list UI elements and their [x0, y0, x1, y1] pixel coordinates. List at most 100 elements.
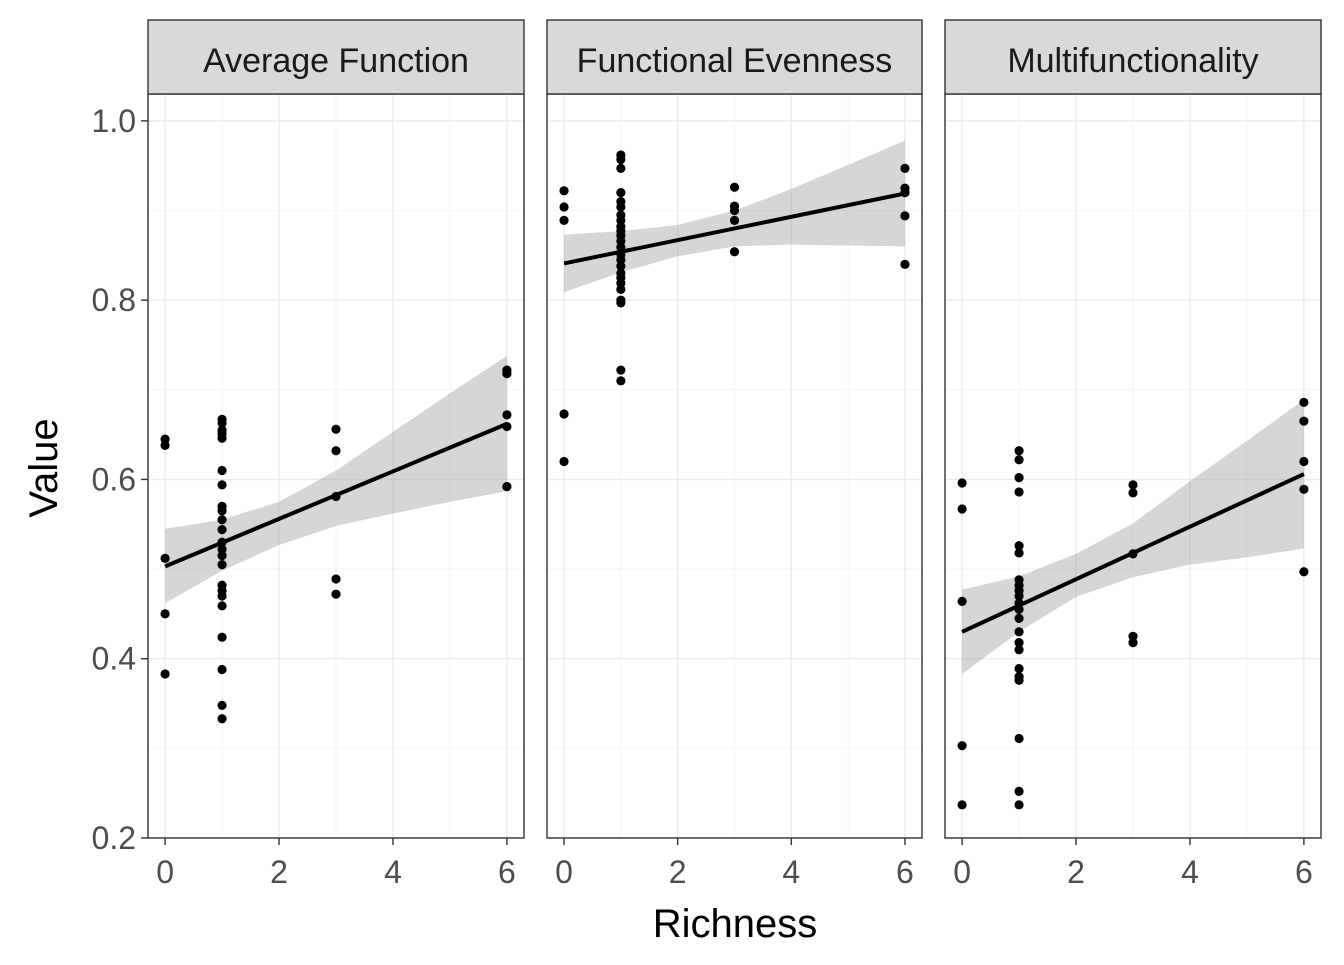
data-point [1014, 800, 1024, 810]
data-point [1299, 567, 1309, 577]
facet-panel-2: Multifunctionality 0 2 4 6 [944, 19, 1322, 890]
facet-strip-label: Multifunctionality [1007, 42, 1258, 80]
data-point [331, 574, 341, 584]
data-point [616, 261, 626, 271]
data-point [616, 284, 626, 295]
y-tick-label: 0.2 [92, 820, 136, 856]
x-tick-label: 4 [782, 854, 800, 890]
data-point [331, 424, 341, 434]
data-point [1299, 456, 1309, 467]
facet-strip-label: Average Function [203, 42, 469, 80]
data-point [900, 211, 910, 221]
y-tick-label: 0.8 [92, 282, 136, 318]
data-point [1014, 591, 1024, 601]
data-point [559, 456, 569, 467]
facet-strip [944, 19, 1322, 95]
data-point [616, 163, 626, 173]
data-point [217, 465, 227, 476]
x-tick-label: 6 [896, 854, 914, 890]
data-point [616, 376, 626, 386]
data-point [1014, 446, 1024, 456]
data-point [729, 247, 740, 257]
data-point [331, 589, 341, 599]
data-point [957, 478, 967, 488]
data-point [217, 632, 227, 642]
data-point [160, 553, 170, 563]
x-tick-label: 2 [669, 854, 687, 890]
y-tick-label: 0.4 [92, 641, 136, 677]
data-point [217, 506, 227, 516]
x-tick-label: 4 [1181, 854, 1199, 890]
data-point [331, 446, 341, 456]
y-tick-label: 0.6 [92, 461, 136, 497]
data-point [729, 215, 740, 225]
data-point [502, 410, 512, 420]
data-point [1014, 645, 1024, 655]
data-point [160, 440, 170, 450]
x-tick-label: 0 [156, 854, 174, 890]
data-point [1014, 675, 1024, 685]
y-tick-label: 1.0 [92, 103, 136, 139]
data-point [1299, 416, 1309, 426]
data-point [502, 369, 512, 379]
data-point [616, 298, 626, 308]
facet-strip [546, 19, 923, 95]
facet-strip [147, 19, 525, 95]
data-point [1014, 541, 1024, 551]
data-point [217, 525, 227, 535]
data-point [1128, 488, 1138, 498]
data-point [217, 664, 227, 675]
y-axis-title: Value [22, 418, 66, 517]
data-point [616, 154, 626, 165]
x-tick-label: 2 [1067, 854, 1085, 890]
x-tick-label: 2 [270, 854, 288, 890]
data-point [217, 560, 227, 570]
data-point [217, 480, 227, 490]
data-point [729, 205, 740, 216]
data-point [957, 741, 967, 751]
data-point [559, 186, 569, 196]
data-point [729, 182, 740, 192]
x-tick-label: 4 [384, 854, 402, 890]
data-point [616, 202, 626, 212]
data-point [957, 504, 967, 514]
facet-panel-0: Average Function 0 2 4 6 [147, 19, 525, 890]
data-point [217, 601, 227, 611]
data-point [1014, 733, 1024, 744]
data-point [1014, 455, 1024, 465]
facet-strip-label: Functional Evenness [577, 42, 893, 80]
x-axis-title: Richness [653, 902, 818, 946]
data-point [957, 596, 967, 606]
data-point [1128, 480, 1138, 490]
x-tick-label: 6 [1295, 854, 1313, 890]
data-point [957, 800, 967, 810]
data-point [559, 215, 569, 225]
data-point [217, 418, 227, 428]
regression-line [563, 191, 906, 266]
data-point [1128, 637, 1138, 648]
data-point [1014, 548, 1024, 558]
data-point [217, 515, 227, 525]
regression-line [961, 472, 1305, 634]
data-point [1014, 786, 1024, 796]
data-point [217, 714, 227, 724]
data-point [160, 669, 170, 679]
regression-line [164, 422, 508, 569]
data-point [217, 551, 227, 561]
data-point [217, 433, 227, 443]
data-point [900, 163, 910, 173]
data-point [616, 188, 626, 198]
data-point [559, 202, 569, 212]
data-point [1014, 637, 1024, 648]
data-point [1014, 627, 1024, 637]
data-point [900, 259, 910, 269]
facet-panel-1: Functional Evenness 0 2 4 6 [546, 19, 923, 890]
x-tick-label: 0 [953, 854, 971, 890]
data-point [1014, 473, 1024, 483]
x-tick-label: 6 [498, 854, 516, 890]
data-point [217, 700, 227, 710]
confidence-band [165, 355, 507, 604]
data-point [1299, 397, 1309, 407]
confidence-band [962, 399, 1304, 674]
